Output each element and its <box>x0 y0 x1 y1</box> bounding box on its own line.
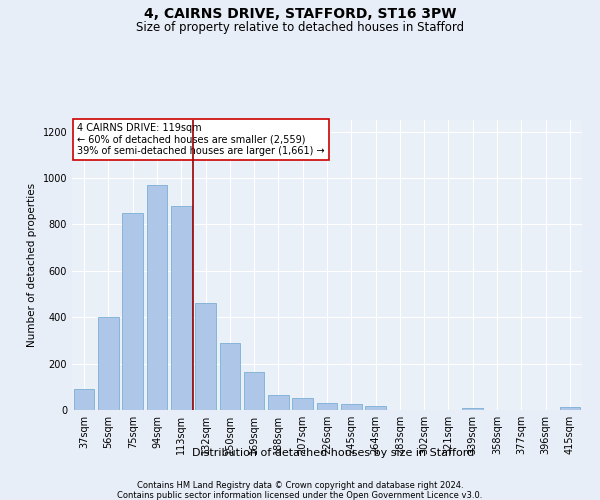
Bar <box>244 372 265 410</box>
Bar <box>195 304 216 410</box>
Y-axis label: Number of detached properties: Number of detached properties <box>27 183 37 347</box>
Bar <box>122 213 143 410</box>
Bar <box>317 403 337 410</box>
Bar <box>98 317 119 410</box>
Bar <box>560 406 580 410</box>
Bar <box>365 406 386 410</box>
Text: 4 CAIRNS DRIVE: 119sqm
← 60% of detached houses are smaller (2,559)
39% of semi-: 4 CAIRNS DRIVE: 119sqm ← 60% of detached… <box>77 123 325 156</box>
Text: Contains public sector information licensed under the Open Government Licence v3: Contains public sector information licen… <box>118 491 482 500</box>
Bar <box>463 408 483 410</box>
Bar <box>171 206 191 410</box>
Bar <box>341 404 362 410</box>
Bar <box>146 185 167 410</box>
Bar <box>292 398 313 410</box>
Text: 4, CAIRNS DRIVE, STAFFORD, ST16 3PW: 4, CAIRNS DRIVE, STAFFORD, ST16 3PW <box>144 8 456 22</box>
Text: Size of property relative to detached houses in Stafford: Size of property relative to detached ho… <box>136 21 464 34</box>
Bar <box>74 389 94 410</box>
Text: Contains HM Land Registry data © Crown copyright and database right 2024.: Contains HM Land Registry data © Crown c… <box>137 481 463 490</box>
Bar <box>220 342 240 410</box>
Bar <box>268 395 289 410</box>
Text: Distribution of detached houses by size in Stafford: Distribution of detached houses by size … <box>192 448 474 458</box>
